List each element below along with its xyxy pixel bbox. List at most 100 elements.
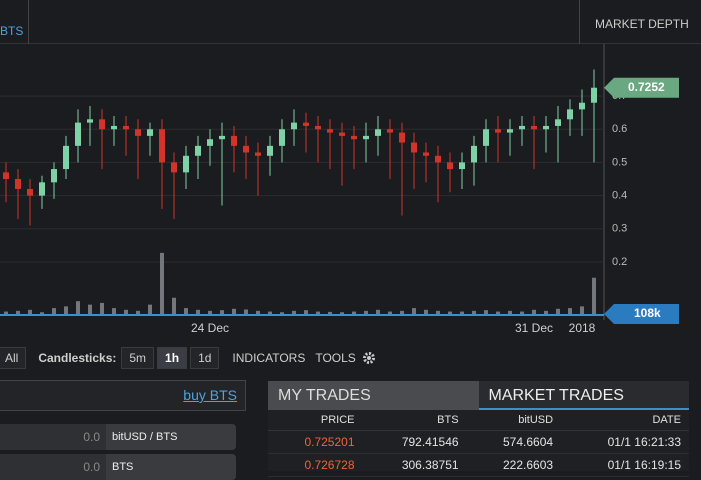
candle-body <box>411 142 417 153</box>
intervals: 5m 1h 1d <box>121 347 222 369</box>
trades-tab[interactable]: MY TRADES <box>268 381 479 410</box>
market-depth-tab[interactable]: MARKET DEPTH <box>579 0 701 44</box>
candle-body <box>591 87 597 103</box>
candle-body <box>519 125 525 130</box>
candle-body <box>435 155 441 163</box>
balance-asset: bitUSD / BTS <box>106 424 236 450</box>
balance-rows: 0.0 bitUSD / BTS 0.0 BTS <box>0 424 246 480</box>
trades-table: PRICE BTS bitUSD DATE 0.725201 792.41546 574.… <box>268 410 689 477</box>
volume-bar <box>268 311 272 315</box>
y-tick-label: 0.4 <box>612 190 627 202</box>
volume-bar <box>160 252 164 315</box>
candle-body <box>39 182 45 196</box>
candle-body <box>387 129 393 133</box>
candle-body <box>267 145 273 156</box>
market-tab[interactable]: BTS <box>0 0 29 44</box>
trade-cell: 01/1 16:19:15 <box>607 458 681 472</box>
column-header: BTS <box>437 414 459 426</box>
y-tick-label: 0.5 <box>612 156 627 168</box>
candle-body <box>315 125 321 130</box>
candle-body <box>255 152 261 156</box>
volume-bar <box>376 309 380 315</box>
all-button[interactable]: All <box>0 347 27 369</box>
volume-bar <box>292 310 296 315</box>
volume-bar <box>436 310 440 315</box>
candle-body <box>567 109 573 120</box>
candle-body <box>579 102 585 110</box>
volume-bar <box>556 308 560 315</box>
candle-body <box>423 152 429 156</box>
volume-bar <box>136 310 140 315</box>
candle-body <box>555 119 561 126</box>
candle-body <box>159 129 165 163</box>
volume-bar <box>352 311 356 315</box>
y-tick-label: 0.2 <box>612 256 627 268</box>
trade-cell: 0.726728 <box>304 458 355 472</box>
candle-body <box>219 135 225 140</box>
candle-body <box>231 135 237 146</box>
settings-icon[interactable] <box>362 351 376 365</box>
candle-body <box>483 129 489 146</box>
volume-bar <box>28 309 32 315</box>
price-tag-bg <box>604 77 679 98</box>
x-tick-label: 24 Dec <box>191 321 229 335</box>
trades-panel: MY TRADES MARKET TRADES PRICE BTS bitUSD DAT… <box>268 381 689 477</box>
volume-bar <box>316 311 320 315</box>
balance-amount: 0.0 <box>83 460 100 474</box>
buy-link[interactable]: buy BTS <box>183 387 237 403</box>
volume-bar <box>412 308 416 315</box>
indicators-button[interactable]: INDICATORS <box>232 351 306 365</box>
trade-cell: 792.41546 <box>401 435 459 449</box>
candle-body <box>375 129 381 136</box>
volume-bar <box>400 310 404 315</box>
candle-body <box>399 132 405 143</box>
candle-body <box>471 145 477 163</box>
trade-cell: 222.6603 <box>502 458 554 472</box>
candlesticks-label: Candlesticks: <box>38 351 117 365</box>
interval-button[interactable]: 1d <box>190 347 220 369</box>
volume-bar <box>124 309 128 315</box>
interval-button[interactable]: 5m <box>121 347 155 369</box>
volume-bar <box>508 310 512 315</box>
volume-bar <box>364 310 368 315</box>
trade-cell: 01/1 16:21:33 <box>607 435 681 449</box>
volume-bar <box>460 311 464 315</box>
volume-bar <box>448 311 452 315</box>
volume-bar <box>220 310 224 315</box>
candle-body <box>183 155 189 173</box>
trades-tab[interactable]: MARKET TRADES <box>478 381 689 410</box>
trade-row: 0.726728 306.38751 222.6603 01/1 16:19:15 <box>268 454 689 477</box>
volume-bar <box>484 310 488 315</box>
balance-row: 0.0 BTS <box>0 454 236 480</box>
volume-bar <box>388 311 392 315</box>
trades-tabs: MY TRADES MARKET TRADES <box>268 381 689 410</box>
volume-tag: 108k <box>634 306 661 320</box>
top-bar <box>0 0 701 44</box>
candle-body <box>507 129 513 133</box>
volume-bar <box>424 309 428 315</box>
volume-bar <box>88 304 92 315</box>
volume-bar <box>52 308 56 315</box>
volume-bar <box>244 309 248 315</box>
volume-bar <box>100 302 104 315</box>
candle-body <box>279 129 285 146</box>
candle-body <box>3 172 9 180</box>
volume-bar <box>568 308 572 315</box>
table-body: 0.725201 792.41546 574.6604 01/1 16:21:33 0.… <box>268 431 689 477</box>
column-header: PRICE <box>320 414 355 426</box>
tools-button[interactable]: TOOLS <box>315 351 356 365</box>
volume-bar <box>4 311 8 315</box>
candle-body <box>327 129 333 133</box>
candle-body <box>495 129 501 133</box>
candle-body <box>15 179 21 189</box>
volume-bar <box>520 311 524 315</box>
interval-button[interactable]: 1h <box>157 347 188 369</box>
volume-bar <box>544 310 548 315</box>
candle-body <box>99 119 105 130</box>
candle-body <box>291 122 297 130</box>
column-header: bitUSD <box>518 414 554 426</box>
volume-bar <box>184 308 188 315</box>
column-header: DATE <box>652 414 681 426</box>
trade-cell: 306.38751 <box>401 458 459 472</box>
